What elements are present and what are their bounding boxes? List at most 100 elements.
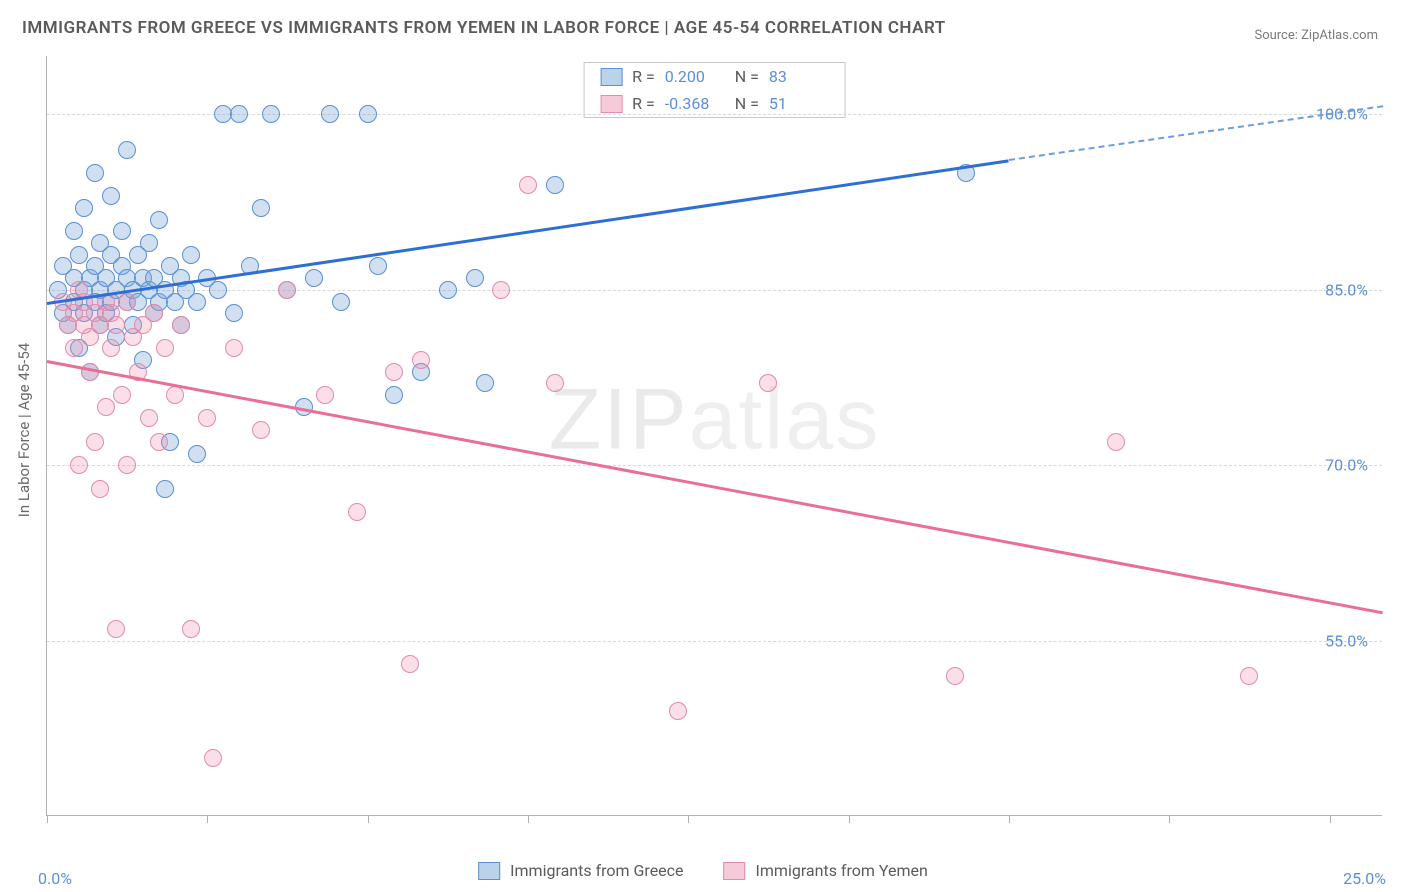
data-point-yemen[interactable] — [145, 304, 163, 322]
correlation-chart: IMMIGRANTS FROM GREECE VS IMMIGRANTS FRO… — [0, 0, 1406, 892]
data-point-yemen[interactable] — [86, 433, 104, 451]
gridline — [47, 290, 1382, 291]
swatch-yemen — [600, 95, 622, 113]
data-point-yemen[interactable] — [107, 316, 125, 334]
data-point-yemen[interactable] — [1240, 667, 1258, 685]
data-point-greece[interactable] — [466, 269, 484, 287]
source-prefix: Source: — [1254, 28, 1301, 43]
data-point-yemen[interactable] — [65, 339, 83, 357]
data-point-greece[interactable] — [439, 281, 457, 299]
data-point-greece[interactable] — [385, 386, 403, 404]
legend-item-greece: Immigrants from Greece — [478, 861, 683, 880]
data-point-greece[interactable] — [70, 246, 88, 264]
data-point-yemen[interactable] — [118, 293, 136, 311]
data-point-yemen[interactable] — [401, 655, 419, 673]
x-axis-min-label: 0.0% — [38, 869, 72, 888]
data-point-yemen[interactable] — [492, 281, 510, 299]
data-point-greece[interactable] — [113, 222, 131, 240]
data-point-yemen[interactable] — [97, 398, 115, 416]
data-point-greece[interactable] — [476, 374, 494, 392]
plot-area: ZIPatlas R = 0.200 N = 83 R = -0.368 N =… — [46, 56, 1382, 816]
y-axis-title: In Labor Force | Age 45-54 — [15, 343, 33, 517]
data-point-greece[interactable] — [140, 234, 158, 252]
data-point-yemen[interactable] — [70, 456, 88, 474]
r-value-greece: 0.200 — [665, 67, 725, 86]
data-point-greece[interactable] — [546, 176, 564, 194]
x-tick — [1169, 815, 1170, 823]
data-point-greece[interactable] — [118, 141, 136, 159]
data-point-yemen[interactable] — [348, 503, 366, 521]
data-point-yemen[interactable] — [669, 702, 687, 720]
data-point-greece[interactable] — [102, 187, 120, 205]
data-point-yemen[interactable] — [182, 620, 200, 638]
x-tick — [1009, 815, 1010, 823]
data-point-greece[interactable] — [86, 164, 104, 182]
data-point-yemen[interactable] — [166, 386, 184, 404]
r-value-yemen: -0.368 — [665, 94, 725, 113]
data-point-yemen[interactable] — [102, 339, 120, 357]
watermark-bold: ZIP — [549, 372, 689, 468]
swatch-yemen-icon — [724, 862, 746, 880]
data-point-greece[interactable] — [156, 480, 174, 498]
data-point-yemen[interactable] — [252, 421, 270, 439]
watermark-thin: atlas — [689, 372, 881, 468]
legend-series: Immigrants from Greece Immigrants from Y… — [478, 861, 928, 880]
x-tick — [47, 815, 48, 823]
y-tick-label: 55.0% — [1325, 631, 1368, 650]
data-point-yemen[interactable] — [316, 386, 334, 404]
source-attribution: Source: ZipAtlas.com — [1254, 28, 1378, 43]
data-point-greece[interactable] — [359, 105, 377, 123]
chart-title: IMMIGRANTS FROM GREECE VS IMMIGRANTS FRO… — [22, 18, 946, 38]
data-point-greece[interactable] — [252, 199, 270, 217]
data-point-yemen[interactable] — [172, 316, 190, 334]
data-point-yemen[interactable] — [118, 456, 136, 474]
trend-line — [47, 360, 1384, 614]
data-point-greece[interactable] — [150, 211, 168, 229]
data-point-greece[interactable] — [369, 257, 387, 275]
data-point-yemen[interactable] — [385, 363, 403, 381]
data-point-greece[interactable] — [188, 445, 206, 463]
data-point-yemen[interactable] — [204, 749, 222, 767]
data-point-yemen[interactable] — [412, 351, 430, 369]
data-point-greece[interactable] — [262, 105, 280, 123]
data-point-greece[interactable] — [65, 222, 83, 240]
n-value-greece: 83 — [769, 67, 829, 86]
data-point-yemen[interactable] — [759, 374, 777, 392]
legend-row-yemen: R = -0.368 N = 51 — [584, 90, 845, 117]
data-point-greece[interactable] — [230, 105, 248, 123]
data-point-greece[interactable] — [225, 304, 243, 322]
watermark: ZIPatlas — [549, 371, 880, 470]
legend-item-yemen: Immigrants from Yemen — [724, 861, 928, 880]
data-point-yemen[interactable] — [198, 409, 216, 427]
x-tick — [1330, 815, 1331, 823]
data-point-yemen[interactable] — [91, 480, 109, 498]
data-point-greece[interactable] — [332, 293, 350, 311]
data-point-greece[interactable] — [321, 105, 339, 123]
y-tick-label: 70.0% — [1325, 456, 1368, 475]
legend-label-greece: Immigrants from Greece — [510, 861, 683, 880]
r-label: R = — [632, 67, 655, 86]
data-point-yemen[interactable] — [546, 374, 564, 392]
source-link[interactable]: ZipAtlas.com — [1301, 28, 1378, 43]
x-tick — [207, 815, 208, 823]
data-point-yemen[interactable] — [107, 620, 125, 638]
data-point-greece[interactable] — [188, 293, 206, 311]
x-tick — [368, 815, 369, 823]
data-point-yemen[interactable] — [519, 176, 537, 194]
data-point-yemen[interactable] — [150, 433, 168, 451]
data-point-greece[interactable] — [75, 199, 93, 217]
legend-row-greece: R = 0.200 N = 83 — [584, 63, 845, 90]
legend-correlation: R = 0.200 N = 83 R = -0.368 N = 51 — [583, 62, 846, 118]
data-point-yemen[interactable] — [140, 409, 158, 427]
n-label: N = — [735, 67, 759, 86]
data-point-yemen[interactable] — [946, 667, 964, 685]
data-point-yemen[interactable] — [278, 281, 296, 299]
data-point-greece[interactable] — [305, 269, 323, 287]
data-point-yemen[interactable] — [113, 386, 131, 404]
data-point-yemen[interactable] — [225, 339, 243, 357]
data-point-yemen[interactable] — [1107, 433, 1125, 451]
data-point-greece[interactable] — [182, 246, 200, 264]
swatch-greece — [600, 68, 622, 86]
data-point-greece[interactable] — [209, 281, 227, 299]
data-point-yemen[interactable] — [156, 339, 174, 357]
